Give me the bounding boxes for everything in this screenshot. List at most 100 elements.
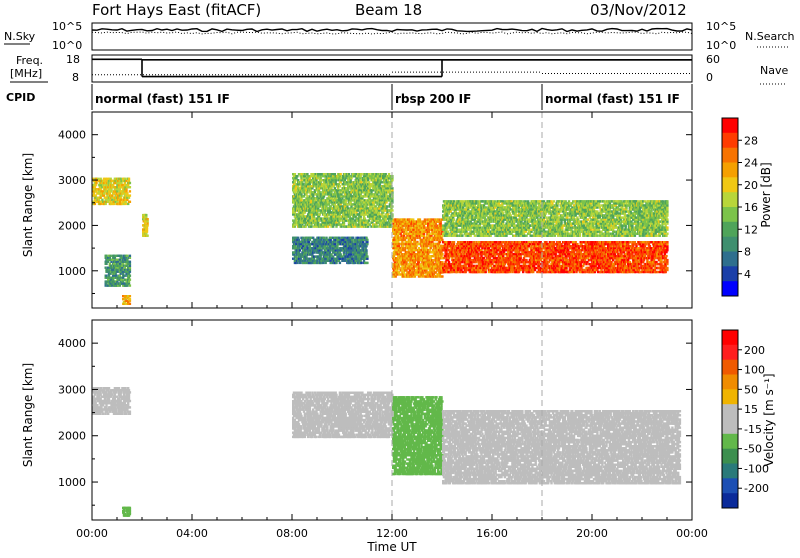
heatmap-cell — [129, 255, 131, 257]
heatmap-cell — [335, 249, 337, 251]
heatmap-cell — [324, 245, 326, 247]
heatmap-cell — [304, 241, 306, 243]
heatmap-cell — [319, 191, 321, 193]
heatmap-cell — [354, 262, 356, 264]
heatmap-cell — [320, 255, 322, 257]
heatmap-cell — [309, 245, 311, 247]
heatmap-cell — [120, 194, 122, 196]
heatmap-cell — [102, 184, 104, 186]
heatmap-cell — [320, 239, 322, 241]
noise-right-label: N.Search — [745, 30, 795, 43]
heatmap-cell — [326, 255, 328, 257]
heatmap-cell — [127, 184, 129, 186]
heatmap-cell — [338, 237, 340, 239]
heatmap-cell — [343, 251, 345, 253]
heatmap-cell — [110, 255, 112, 257]
heatmap-cell — [120, 197, 122, 199]
heatmap-cell — [334, 243, 336, 245]
heatmap-cell — [129, 186, 131, 188]
heatmap-cell — [293, 258, 295, 260]
heatmap-cell — [349, 262, 351, 264]
heatmap-cell — [110, 178, 112, 180]
heatmap-cell — [323, 237, 325, 239]
heatmap-cell — [146, 226, 148, 228]
heatmap-cell — [304, 217, 306, 219]
heatmap-cell — [360, 173, 362, 175]
freq-trace — [92, 59, 692, 76]
heatmap-cell — [129, 284, 131, 286]
heatmap-cell — [312, 193, 314, 195]
heatmap-cell — [129, 194, 131, 196]
heatmap-cell — [120, 178, 122, 180]
heatmap-cell — [102, 190, 104, 192]
heatmap-cell — [313, 251, 315, 253]
heatmap-cell — [365, 247, 367, 249]
heatmap-cell — [302, 245, 304, 247]
heatmap-cell — [336, 245, 338, 247]
heatmap-cell — [441, 253, 443, 255]
heatmap-cell — [100, 203, 102, 205]
heatmap-cell — [95, 190, 97, 192]
cpid-label: CPID — [6, 91, 35, 104]
heatmap-cell — [355, 247, 357, 249]
heatmap-cell — [113, 192, 115, 194]
heatmap-cell — [125, 188, 127, 190]
heatmap-cell — [322, 247, 324, 249]
freq-label: Freq. — [16, 54, 43, 67]
heatmap-cell — [119, 188, 121, 190]
heatmap-cell — [100, 178, 102, 180]
heatmap-cell — [319, 205, 321, 207]
heatmap-cell — [297, 179, 299, 181]
heatmap-cell — [366, 243, 368, 245]
heatmap-cell — [391, 209, 393, 211]
heatmap-cell — [125, 190, 127, 192]
heatmap-cell — [120, 182, 122, 184]
heatmap-cell — [415, 259, 417, 261]
heatmap-cell — [339, 262, 341, 264]
noise-trace — [92, 29, 692, 51]
heatmap-cell — [146, 220, 148, 222]
heatmap-cell — [385, 217, 387, 219]
heatmap-cell — [145, 214, 147, 216]
heatmap-cell — [128, 178, 130, 180]
heatmap-cell — [352, 237, 354, 239]
heatmap-cell — [356, 243, 358, 245]
heatmap-cell — [306, 245, 308, 247]
heatmap-cell — [116, 190, 118, 192]
heatmap-cell — [129, 303, 131, 305]
heatmap-cell — [453, 241, 455, 243]
heatmap-cell — [322, 262, 324, 264]
heatmap-cell — [103, 192, 105, 194]
heatmap-cell — [95, 182, 97, 184]
heatmap-cell — [441, 239, 443, 241]
heatmap-cell — [112, 184, 114, 186]
heatmap-cell — [366, 258, 368, 260]
heatmap-cell — [298, 239, 300, 241]
noise-left-tick-top: 10^5 — [52, 20, 82, 33]
heatmap-cell — [129, 182, 131, 184]
heatmap-cell — [115, 192, 117, 194]
heatmap-cell — [124, 178, 126, 180]
heatmap-cell — [330, 239, 332, 241]
heatmap-cell — [398, 265, 400, 267]
heatmap-cell — [297, 237, 299, 239]
heatmap-cell — [366, 255, 368, 257]
heatmap-cell — [332, 255, 334, 257]
heatmap-cell — [439, 241, 441, 243]
heatmap-cell — [441, 275, 443, 277]
heatmap-cell — [106, 194, 108, 196]
heatmap-cell — [316, 260, 318, 262]
heatmap-cell — [344, 237, 346, 239]
date-label: 03/Nov/2012 — [590, 1, 687, 19]
heatmap-cell — [295, 255, 297, 257]
heatmap-cell — [296, 262, 298, 264]
heatmap-cell — [100, 197, 102, 199]
heatmap-cell — [320, 249, 322, 251]
heatmap-cell — [365, 249, 367, 251]
cpid-mode-label: rbsp 200 IF — [395, 92, 471, 106]
heatmap-cell — [125, 180, 127, 182]
heatmap-cell — [129, 295, 131, 297]
freq-unit-label: [MHz] — [10, 67, 42, 80]
